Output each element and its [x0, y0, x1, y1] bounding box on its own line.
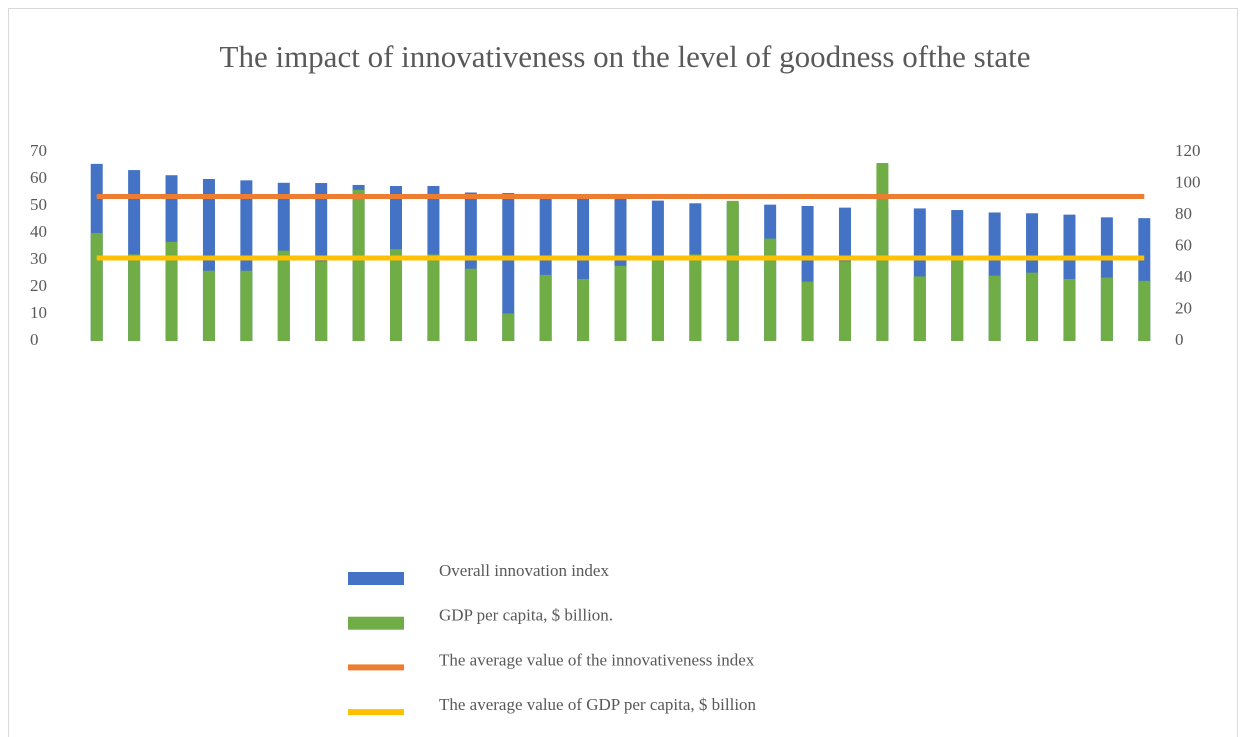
y2-tick-label: 100	[1175, 172, 1201, 191]
y-tick-label: 50	[30, 195, 47, 214]
bar	[764, 238, 777, 341]
y2-tick-label: 60	[1175, 235, 1192, 254]
legend-label: The average value of GDP per capita, $ b…	[439, 695, 757, 714]
bar	[838, 261, 851, 341]
y-tick-label: 20	[30, 276, 47, 295]
bar	[951, 260, 964, 341]
bar	[390, 249, 403, 341]
legend-swatch	[348, 664, 404, 671]
bar	[202, 270, 215, 341]
y-tick-label: 40	[30, 222, 47, 241]
bar	[1138, 280, 1151, 341]
chart-title: The impact of innovativeness on the leve…	[219, 39, 1031, 74]
y2-tick-label: 20	[1175, 298, 1192, 317]
bar	[502, 193, 515, 341]
bar	[614, 265, 627, 341]
bar	[427, 254, 440, 341]
y2-tick-label: 0	[1175, 330, 1184, 349]
bar	[876, 163, 889, 341]
bar	[165, 241, 178, 341]
legend-label: GDP per capita, $ billion.	[439, 606, 613, 625]
legend-swatch	[348, 616, 404, 630]
bar	[577, 278, 590, 341]
legend-swatch	[348, 572, 404, 585]
bar	[128, 254, 141, 341]
bar	[352, 189, 365, 341]
bar	[315, 261, 328, 341]
bar	[277, 250, 290, 341]
bar	[502, 313, 515, 341]
y-tick-label: 30	[30, 249, 47, 268]
y-tick-label: 10	[30, 303, 47, 322]
bar	[1026, 272, 1039, 341]
legend-swatch	[348, 709, 404, 716]
bar	[240, 270, 253, 341]
y2-tick-label: 80	[1175, 204, 1192, 223]
chart-frame	[8, 8, 1238, 737]
bar	[539, 274, 552, 341]
bar	[913, 276, 926, 341]
y2-tick-label: 120	[1175, 141, 1201, 160]
bar	[801, 281, 814, 341]
bar	[1063, 278, 1076, 341]
legend-label: The average value of the innovativeness …	[439, 650, 755, 669]
y2-tick-label: 40	[1175, 267, 1192, 286]
y-tick-label: 60	[30, 168, 47, 187]
y-tick-label: 0	[30, 330, 39, 349]
y-tick-label: 70	[30, 141, 47, 160]
bar	[90, 232, 103, 341]
bar	[1100, 277, 1113, 341]
bar	[988, 275, 1001, 341]
bar	[726, 200, 739, 341]
bar	[689, 254, 702, 341]
legend-label: Overall innovation index	[439, 561, 609, 580]
bar	[651, 257, 664, 341]
bar	[464, 268, 477, 341]
